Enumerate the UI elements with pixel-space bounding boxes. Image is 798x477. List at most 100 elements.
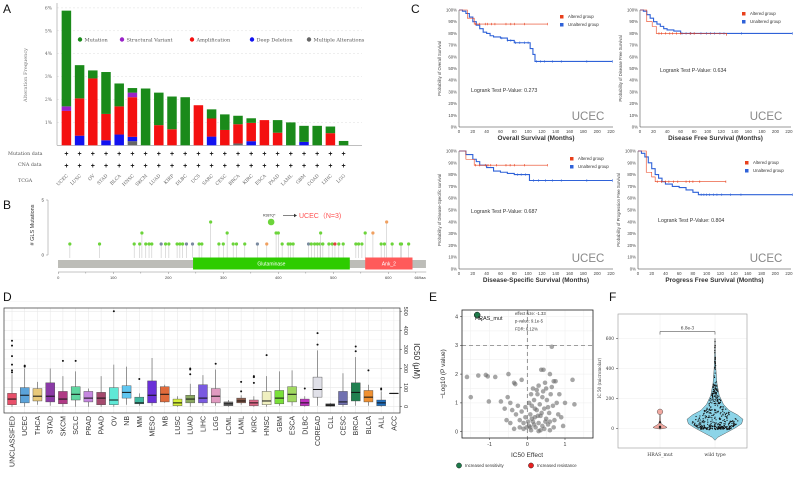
wild-type-point	[716, 403, 718, 405]
wild-type-point	[714, 402, 716, 405]
scatter-point	[498, 399, 504, 404]
outlier-point	[316, 332, 319, 335]
x-tick-label: 180	[580, 271, 588, 276]
mutation-dot	[333, 242, 337, 246]
wild-type-point	[718, 423, 721, 425]
scatter-point	[537, 402, 543, 407]
y-tick-label: 600	[606, 337, 614, 342]
wild-type-point	[710, 397, 712, 400]
scatter-point	[502, 406, 507, 411]
y-tick-label: 200	[402, 364, 408, 373]
wild-type-point	[707, 419, 709, 421]
annotation-study-label: UCEC（N=3)	[299, 212, 341, 220]
wild-type-point	[724, 425, 726, 428]
bar-segment-deep-deletion	[114, 134, 124, 146]
box	[32, 388, 43, 402]
category-label: LAML	[239, 416, 246, 434]
y-tick-label: 400	[606, 367, 614, 372]
cna-data-mark: +	[130, 163, 134, 170]
bar-segment-amplification	[193, 105, 204, 146]
outlier-point	[354, 345, 357, 348]
outlier-point	[265, 354, 268, 357]
mutation-dot	[330, 242, 334, 246]
scatter-point	[555, 412, 561, 417]
y-tick-label: 60%	[448, 196, 457, 201]
wild-type-point	[709, 428, 711, 430]
wild-type-point	[721, 426, 723, 428]
wild-type-point	[720, 425, 722, 427]
y-axis-title: Probability of Disease-Specific survival	[437, 174, 442, 246]
wild-type-point	[714, 427, 716, 429]
scatter-point	[504, 417, 509, 423]
mutation-dot	[337, 242, 341, 246]
y-tick-label: 0%	[451, 125, 457, 130]
box	[363, 390, 374, 403]
x-tick-label: 0	[57, 275, 60, 280]
x-tick-label: 300	[220, 275, 227, 280]
wild-type-point	[713, 392, 715, 395]
x-tick-label: 140	[731, 129, 739, 134]
wild-type-point	[727, 427, 729, 430]
wild-type-point	[714, 358, 716, 360]
wild-type-point	[709, 425, 711, 428]
mutation-dot	[150, 242, 154, 246]
mutation-dot	[382, 242, 387, 246]
wild-type-point	[699, 419, 701, 421]
mutation-dot	[132, 242, 136, 246]
outlier-point	[252, 381, 255, 384]
bar-segment-mutation	[206, 109, 217, 119]
category-label: NB	[124, 416, 131, 426]
scatter-point	[547, 371, 553, 377]
y-tick-label: 80%	[629, 31, 638, 36]
wild-type-point	[726, 427, 728, 429]
wild-type-point	[714, 398, 716, 401]
legend-marker-altered	[560, 15, 564, 19]
scatter-point	[547, 419, 553, 424]
wild-type-point	[694, 424, 696, 427]
legend-marker-altered	[570, 157, 574, 161]
wild-type-point	[714, 408, 716, 411]
x-tick-label: 0	[458, 271, 461, 276]
y-tick-label: 0	[455, 430, 458, 436]
mutation-data-mark: +	[289, 151, 293, 158]
wild-type-point	[716, 389, 718, 391]
wild-type-point	[719, 428, 722, 430]
mutation-data-mark: +	[315, 151, 319, 158]
outlier-point	[11, 363, 13, 366]
wild-type-point	[733, 422, 735, 424]
y-tick-label: 40%	[448, 78, 457, 83]
scatter-point	[541, 367, 546, 373]
wild-type-point	[725, 426, 728, 428]
bar-segment-mutation	[338, 140, 349, 146]
wild-type-point	[692, 421, 694, 423]
category-label: BLCA	[366, 416, 373, 435]
legend-marker-altered	[745, 161, 749, 165]
wild-type-point	[737, 420, 739, 422]
wild-type-point	[714, 394, 716, 396]
bar-segment-structural-variant	[61, 106, 72, 111]
wild-type-point	[702, 420, 705, 422]
mutation-data-mark: +	[78, 151, 82, 158]
wild-type-point	[734, 418, 736, 420]
x-tick-label: 0	[637, 271, 640, 276]
wild-type-point	[707, 427, 709, 429]
mutation-dot	[200, 242, 204, 246]
wild-type-point	[730, 420, 733, 423]
scatter-point	[519, 377, 524, 383]
box	[45, 382, 55, 403]
scatter-point	[570, 377, 575, 383]
x-tick-label: 1	[564, 442, 567, 448]
bar-segment-mutation	[154, 92, 164, 126]
mutation-dot	[97, 242, 102, 246]
wild-type-point	[714, 372, 716, 374]
y-axis-title: −Log10 (P value)	[440, 349, 447, 399]
x-tick-label: 500	[330, 275, 337, 280]
wild-type-point	[703, 426, 706, 428]
protein-domain-glutaminase	[193, 257, 350, 270]
outlier-point	[11, 371, 13, 374]
wild-type-point	[713, 424, 716, 426]
wild-type-point	[728, 411, 730, 414]
outlier-point	[367, 369, 370, 372]
km-plot-1: 0% 10% 20% 30% 40% 50% 60% 70% 80% 90% 100% 0 20 40 60…	[437, 8, 615, 143]
wild-type-point	[715, 412, 717, 414]
